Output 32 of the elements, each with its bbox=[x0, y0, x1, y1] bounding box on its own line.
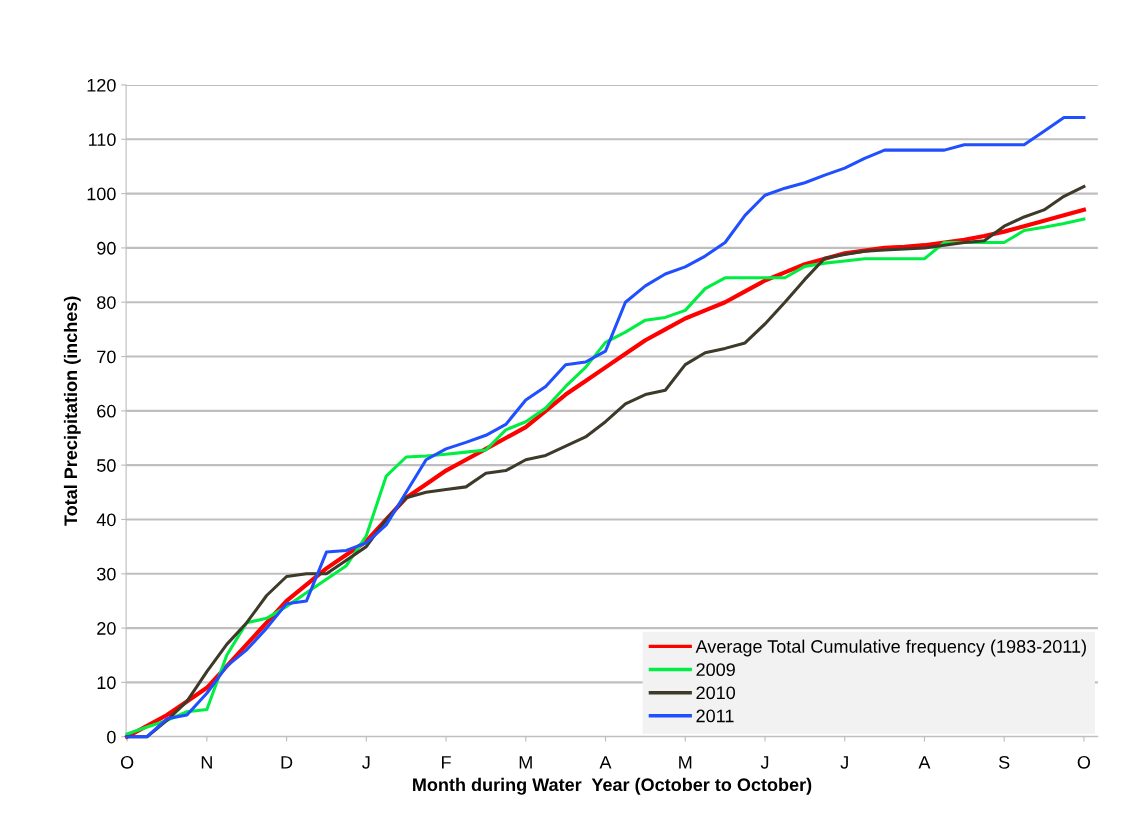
legend-label: 2011 bbox=[696, 709, 734, 723]
y-tick-label: 20 bbox=[97, 622, 116, 635]
y-tick-label: 120 bbox=[87, 78, 116, 92]
x-tick-label: J bbox=[840, 756, 848, 769]
legend-label: Average Total Cumulative frequency (1983-2011) bbox=[695, 639, 1086, 657]
y-tick-label: 30 bbox=[97, 567, 116, 581]
y-tick-label: 50 bbox=[97, 459, 116, 472]
legend-label: 2010 bbox=[696, 686, 736, 700]
y-tick-label: 110 bbox=[88, 133, 116, 147]
y-tick-label: 90 bbox=[97, 241, 116, 255]
y-tick-label: 80 bbox=[97, 296, 116, 309]
x-tick-label: O bbox=[120, 755, 134, 769]
y-tick-label: 70 bbox=[97, 350, 116, 364]
y-axis-title: Total Precipitation (inches) bbox=[63, 296, 81, 526]
x-axis-title: Month during Water Year (October to October) bbox=[413, 777, 812, 795]
x-tick-label: O bbox=[1077, 755, 1091, 769]
x-tick-label: D bbox=[281, 756, 293, 769]
legend-label: 2009 bbox=[696, 663, 735, 677]
x-tick-label: N bbox=[201, 756, 212, 769]
x-tick-label: J bbox=[362, 756, 370, 769]
x-tick-label: A bbox=[599, 756, 612, 769]
x-tick-label: M bbox=[519, 756, 532, 769]
x-tick-label: J bbox=[760, 756, 769, 769]
x-tick-label: A bbox=[918, 756, 931, 769]
y-tick-label: 40 bbox=[96, 513, 116, 527]
x-tick-label: F bbox=[442, 756, 451, 769]
x-tick-label: M bbox=[679, 756, 692, 769]
y-tick-label: 10 bbox=[97, 676, 116, 690]
y-tick-label: 60 bbox=[97, 404, 116, 418]
y-tick-label: 0 bbox=[107, 730, 116, 744]
y-tick-label: 100 bbox=[87, 187, 116, 201]
x-tick-label: S bbox=[998, 755, 1010, 769]
